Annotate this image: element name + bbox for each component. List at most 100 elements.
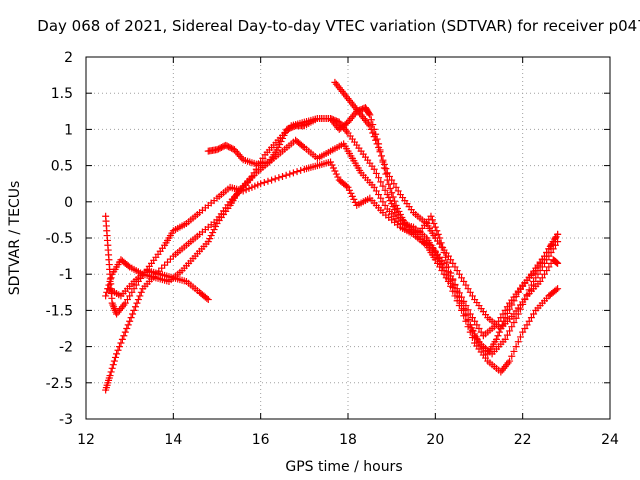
data-point-track-2 xyxy=(527,281,535,289)
data-point-track-5 xyxy=(543,267,551,275)
data-point-track-4 xyxy=(460,305,468,313)
y-tick-label: -2.5 xyxy=(46,376,73,392)
data-point-track-3 xyxy=(204,238,212,246)
data-point-track-3 xyxy=(206,235,214,243)
tick-labels: 12 14 16 18 20 22 24 -3 -2.5 -2 -1.5 -1 -0.5 0 0.5 1 1.5… xyxy=(46,50,619,448)
data-point-track-3 xyxy=(250,169,258,177)
data-point-track-2 xyxy=(117,339,125,347)
data-point-track-4 xyxy=(276,140,284,148)
data-point-track-1 xyxy=(257,180,265,188)
data-point-track-2 xyxy=(381,201,389,209)
data-point-track-2 xyxy=(124,321,132,329)
data-point-track-3 xyxy=(385,194,393,202)
data-point-track-4 xyxy=(280,131,288,139)
data-point-track-4 xyxy=(281,128,289,136)
data-point-track-1 xyxy=(343,182,351,190)
data-point-track-4 xyxy=(510,297,518,305)
data-point-track-2 xyxy=(508,323,516,331)
data-point-track-4 xyxy=(367,116,375,124)
data-point-track-3 xyxy=(248,172,256,180)
data-point-track-4 xyxy=(449,275,457,283)
data-point-track-5 xyxy=(390,180,398,188)
data-point-track-4 xyxy=(366,111,374,119)
data-point-track-1 xyxy=(350,195,358,203)
data-point-track-3 xyxy=(464,306,472,314)
data-point-track-2 xyxy=(512,314,520,322)
data-point-track-1 xyxy=(523,321,531,329)
data-point-track-4 xyxy=(277,137,285,145)
data-point-track-5 xyxy=(366,122,374,130)
data-point-track-2 xyxy=(377,194,385,202)
y-tick-label: 0.5 xyxy=(51,159,73,175)
data-point-track-5 xyxy=(376,148,384,156)
data-point-track-2 xyxy=(127,314,135,322)
data-point-track-2 xyxy=(299,142,307,150)
data-point-track-1 xyxy=(514,338,522,346)
data-point-track-1 xyxy=(260,178,268,186)
data-point-track-5 xyxy=(375,144,383,151)
data-point-track-5 xyxy=(392,183,400,191)
data-point-track-1 xyxy=(331,167,339,175)
data-point-track-3 xyxy=(372,169,380,177)
y-tick-label: 1 xyxy=(64,122,73,138)
data-point-track-2 xyxy=(137,288,145,296)
data-point-track-2 xyxy=(123,325,131,332)
data-point-track-5 xyxy=(369,129,377,137)
data-point-track-2 xyxy=(534,270,542,278)
data-point-track-4 xyxy=(443,258,451,266)
data-point-track-2 xyxy=(129,310,137,318)
data-point-track-2 xyxy=(370,183,378,191)
data-point-track-2 xyxy=(106,372,114,380)
x-axis-label: GPS time / hours xyxy=(285,459,402,475)
grid xyxy=(86,57,610,419)
data-point-track-4 xyxy=(238,154,246,162)
data-point-track-2 xyxy=(134,296,142,304)
data-point-track-1 xyxy=(289,169,297,177)
data-point-track-3 xyxy=(105,281,113,289)
data-point-track-4 xyxy=(444,263,452,271)
data-point-track-5 xyxy=(466,288,474,296)
data-point-track-1 xyxy=(508,352,516,360)
data-point-track-1 xyxy=(327,158,335,166)
data-point-track-1 xyxy=(275,174,283,182)
data-point-track-5 xyxy=(373,140,381,148)
data-point-track-4 xyxy=(392,201,400,209)
data-point-track-4 xyxy=(453,287,461,295)
data-point-track-5 xyxy=(367,125,375,133)
data-point-track-4 xyxy=(431,223,439,231)
data-point-track-3 xyxy=(386,197,394,205)
data-point-track-1 xyxy=(121,299,129,307)
data-point-track-2 xyxy=(530,277,538,285)
data-point-track-3 xyxy=(383,191,391,199)
data-point-track-3 xyxy=(207,232,215,240)
data-point-track-3 xyxy=(468,314,476,322)
data-point-track-4 xyxy=(543,248,551,256)
data-point-track-1 xyxy=(512,343,520,351)
data-point-track-2 xyxy=(503,331,511,339)
data-point-track-5 xyxy=(394,187,402,195)
data-point-track-3 xyxy=(379,182,387,190)
data-point-track-4 xyxy=(427,212,435,220)
data-point-track-5 xyxy=(538,274,546,282)
data-point-track-5 xyxy=(453,267,461,275)
data-point-track-3 xyxy=(102,292,110,300)
data-point-track-2 xyxy=(107,368,115,376)
data-point-track-4 xyxy=(385,180,393,188)
data-point-track-4 xyxy=(430,220,438,228)
data-point-track-4 xyxy=(551,234,559,242)
data-point-track-1 xyxy=(293,168,301,176)
data-point-track-1 xyxy=(351,198,359,206)
data-point-track-2 xyxy=(379,198,387,206)
data-point-track-5 xyxy=(554,259,562,267)
data-point-track-4 xyxy=(437,239,445,247)
data-point-track-5 xyxy=(382,165,390,173)
data-point-track-2 xyxy=(113,350,121,358)
data-point-track-4 xyxy=(398,213,406,221)
data-point-track-5 xyxy=(552,258,560,266)
data-point-track-5 xyxy=(460,277,468,285)
y-tick-label: 0 xyxy=(64,195,73,211)
data-point-track-4 xyxy=(455,293,463,301)
data-point-track-2 xyxy=(372,187,380,195)
data-point-track-2 xyxy=(532,274,540,282)
data-point-track-3 xyxy=(124,262,132,270)
